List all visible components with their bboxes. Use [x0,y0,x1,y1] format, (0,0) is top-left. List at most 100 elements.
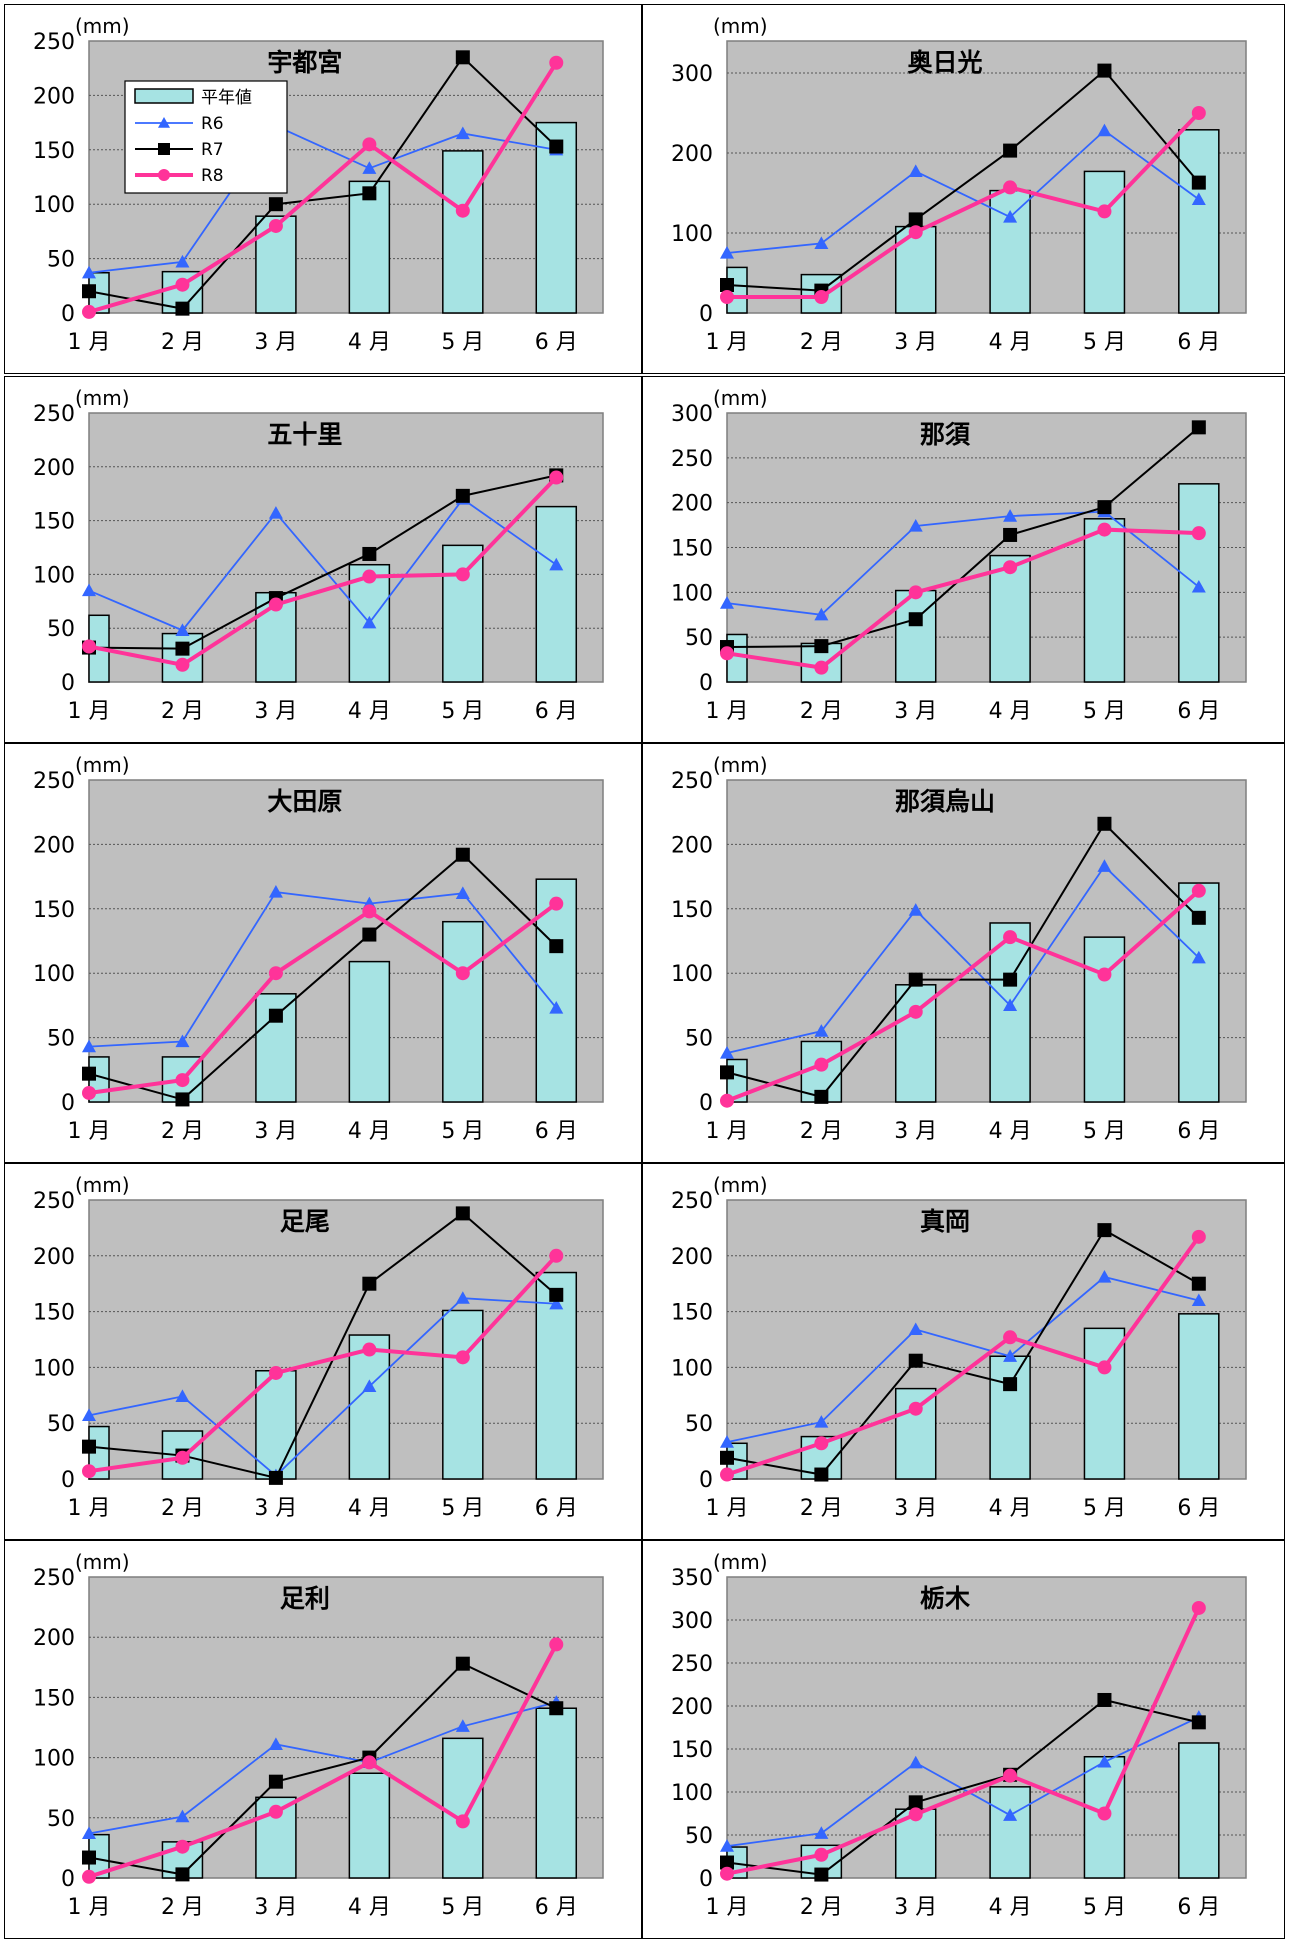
x-tick-label: 3 月 [254,1895,297,1920]
y-tick-label: 150 [33,510,75,535]
point-r7 [1191,420,1206,435]
series-line-r8 [726,1607,1201,1876]
plot-area [88,779,604,1103]
y-tick-label: 50 [685,1412,713,1437]
point-r8 [362,1342,377,1357]
point-r6 [720,1435,734,1448]
chart-svg: 0 100 200 300(mm) 奥日光 1 月 2 月 3 月 4 月 5 月 6 月 [671,14,1247,355]
point-r7 [175,1867,190,1882]
point-r6 [1097,859,1112,872]
point-r7 [814,639,829,654]
y-tick-label: 0 [61,302,75,327]
y-tick-label: 0 [699,302,713,327]
point-r7 [268,1008,283,1023]
plot-area [726,1576,1247,1879]
chart-title: 五十里 [267,420,342,449]
x-tick-label: 6 月 [535,1119,578,1144]
point-r6 [175,1034,190,1048]
point-r6 [362,161,377,174]
y-tick-label: 50 [47,617,75,642]
unit-label: (mm) [75,753,130,777]
chart-panel: 0 50 100 150 200 250 (mm) 真岡 1 月 2 月 3 月 4 月 5 月 6 月 [642,1163,1285,1540]
point-r7 [455,847,470,862]
x-tick-label: 1 月 [706,1496,749,1521]
x-tick-label: 1 月 [68,1895,111,1920]
bar-avg [442,1737,484,1879]
series-line-r6 [726,864,1200,1054]
x-tick-label: 4 月 [348,1895,391,1920]
series-line-r8 [88,476,558,667]
point-r7 [720,278,734,292]
point-r6 [82,1039,96,1053]
series-line-r8 [726,527,1199,670]
chart-title: 栃木 [920,1584,970,1613]
point-r7 [82,1066,96,1081]
point-r7 [268,197,283,212]
point-r8 [1191,526,1206,541]
y-tick-label: 200 [33,84,75,109]
point-r8 [82,1464,96,1479]
point-r6 [908,1322,923,1336]
x-tick-label: 3 月 [254,699,297,724]
chart-panel: 0 50 100 150 200 250 300 350 (mm) 栃木 1 月 2 月 3 月 4 月 5… [642,1540,1285,1939]
point-r6 [455,1719,470,1732]
legend-marker-r8 [158,169,170,181]
x-tick-label: 4 月 [348,1496,391,1521]
y-tick-label: 50 [47,248,75,273]
y-tick-label: 250 [33,402,75,427]
x-tick-label: 3 月 [894,699,937,724]
series-line-r7 [726,69,1200,292]
x-tick-label: 1 月 [68,330,111,355]
x-tick-label: 5 月 [441,699,484,724]
point-r8 [82,304,96,319]
point-r8 [1097,204,1112,219]
y-tick-label: 200 [33,1245,75,1270]
point-r8 [720,646,734,661]
chart-svg: 0 50 100 150 200 250(mm) 足利 1 月 2 月 3 月 4 月 5 月 6 月 [33,1550,604,1920]
chart-svg: 0 50 100 150 200 250 300(mm) 那須 1 月 2 月 3 月 4 月 5 月 6… [671,386,1247,724]
x-tick-label: 2 月 [161,330,204,355]
unit-label: (mm) [713,14,768,38]
legend-label-r6: R6 [201,114,224,134]
point-r7 [549,939,564,954]
point-r6 [814,236,829,249]
point-r7 [1003,143,1018,158]
point-r8 [268,218,283,233]
series-line-r6 [88,497,557,632]
x-tick-label: 2 月 [161,1119,204,1144]
point-r8 [1191,1600,1206,1615]
point-r7 [268,1774,283,1789]
point-r8 [455,1814,470,1829]
point-r8 [175,1839,190,1854]
x-tick-label: 4 月 [989,1119,1032,1144]
bar-avg [1178,1313,1220,1480]
chart-title: 宇都宮 [267,48,342,77]
point-r8 [814,660,829,675]
series-line-r7 [88,474,557,650]
point-r8 [82,1085,96,1100]
point-r7 [720,1450,734,1465]
series-line-r8 [88,61,558,314]
x-tick-label: 6 月 [535,699,578,724]
y-tick-label: 200 [671,492,713,517]
point-r6 [1191,1293,1206,1307]
y-tick-label: 100 [33,193,75,218]
point-r8 [455,567,470,582]
bar-avg [989,1786,1031,1879]
x-tick-label: 2 月 [161,1496,204,1521]
x-tick-label: 6 月 [1177,1895,1220,1920]
bar-avg [535,1707,578,1879]
y-tick-label: 0 [699,1867,713,1892]
point-r6 [268,1737,283,1750]
point-r8 [268,597,283,612]
point-r8 [1191,1229,1206,1244]
bar-avg [1083,1327,1126,1480]
x-tick-label: 6 月 [1177,1119,1220,1144]
point-r6 [1097,1270,1112,1283]
point-r8 [268,966,283,981]
point-r8 [1003,180,1018,195]
y-tick-label: 100 [33,962,75,987]
series-line-r6 [88,1701,557,1835]
point-r7 [455,488,470,503]
y-tick-label: 0 [699,671,713,696]
